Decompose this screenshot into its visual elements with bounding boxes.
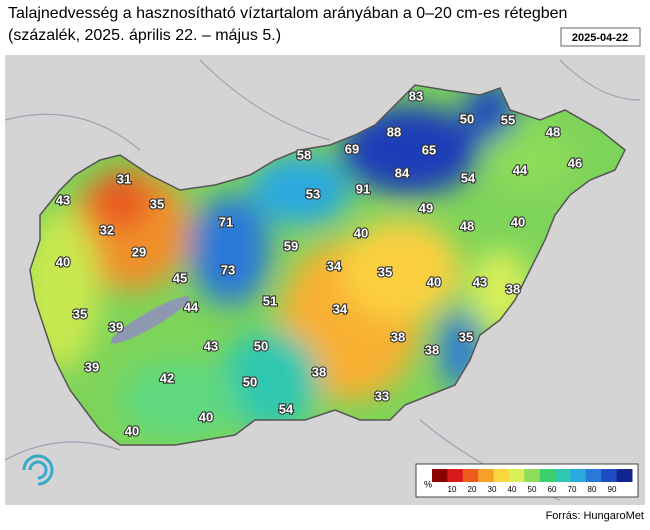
station-value: 43 (473, 274, 487, 289)
station-value: 65 (422, 142, 436, 157)
station-value: 54 (279, 401, 294, 416)
station-value: 42 (160, 370, 174, 385)
station-value: 38 (425, 342, 439, 357)
station-value: 35 (150, 196, 164, 211)
station-value: 50 (243, 374, 257, 389)
station-value: 43 (204, 338, 218, 353)
station-value: 84 (395, 165, 410, 180)
legend-swatch (601, 469, 618, 482)
station-value: 29 (132, 244, 146, 259)
station-value: 38 (391, 329, 405, 344)
station-value: 32 (100, 222, 114, 237)
station-value: 53 (306, 186, 320, 201)
legend-tick-label: 10 (448, 485, 457, 494)
station-value: 40 (427, 274, 441, 289)
station-value: 31 (117, 171, 131, 186)
station-value: 48 (546, 124, 560, 139)
subtitle: (százalék, 2025. április 22. – május 5.) (8, 27, 281, 44)
station-value: 44 (513, 162, 528, 177)
station-value: 50 (460, 111, 474, 126)
legend-swatch (539, 469, 556, 482)
station-value: 40 (511, 214, 525, 229)
station-value: 39 (85, 359, 99, 374)
date: 2025-04-22 (572, 32, 628, 44)
station-value: 35 (378, 264, 392, 279)
legend-tick-label: 60 (548, 485, 557, 494)
legend-swatch (432, 469, 448, 482)
station-value: 38 (312, 364, 326, 379)
station-value: 54 (461, 170, 476, 185)
legend-tick-label: 70 (568, 485, 577, 494)
station-value: 58 (297, 147, 311, 162)
station-value: 69 (345, 141, 359, 156)
station-value: 44 (184, 299, 199, 314)
station-value: 83 (409, 88, 423, 103)
station-value: 33 (375, 388, 389, 403)
station-value: 40 (56, 254, 70, 269)
legend-swatch (478, 469, 495, 482)
station-value: 71 (219, 214, 233, 229)
legend-swatch (616, 469, 633, 482)
rivers (4, 59, 641, 501)
station-value: 73 (221, 262, 235, 277)
station-value: 40 (199, 409, 213, 424)
station-value: 48 (460, 218, 474, 233)
station-value: 49 (419, 200, 433, 215)
station-value: 55 (501, 112, 515, 127)
station-value: 35 (459, 329, 473, 344)
legend-tick-label: 30 (488, 485, 497, 494)
legend-tick-label: 80 (588, 485, 597, 494)
station-value: 91 (356, 181, 370, 196)
legend-tick-label: 20 (468, 485, 477, 494)
station-value: 50 (254, 338, 268, 353)
station-value: 46 (568, 155, 582, 170)
legend-swatch (508, 469, 525, 482)
date-badge (560, 27, 641, 47)
legend-swatch (524, 469, 541, 482)
station-value: 51 (263, 293, 277, 308)
legend-swatch (447, 469, 464, 482)
station-value: 39 (109, 319, 123, 334)
legend-swatch (462, 469, 479, 482)
station-value: 59 (284, 238, 298, 253)
station-value: 40 (354, 225, 368, 240)
logo (22, 454, 54, 486)
legend-tick-label: 40 (508, 485, 517, 494)
moisture-field (30, 85, 625, 445)
legend-swatch (493, 469, 510, 482)
station-value: 34 (327, 258, 342, 273)
station-value: 88 (387, 124, 401, 139)
station-value: 35 (73, 306, 87, 321)
legend-swatch (585, 469, 602, 482)
source: Forrás: HungaroMet (546, 510, 644, 522)
lake-balaton (110, 296, 190, 344)
station-value: 38 (506, 281, 520, 296)
station-value: 45 (173, 270, 187, 285)
station-value: 43 (56, 192, 70, 207)
legend-swatch (570, 469, 587, 482)
legend-tick-label: 50 (528, 485, 537, 494)
legend-unit: % (424, 479, 432, 489)
title: Talajnedvesség a hasznosítható víztartal… (8, 5, 567, 22)
station-value: 40 (125, 423, 139, 438)
legend-tick-label: 90 (608, 485, 617, 494)
station-value: 34 (333, 301, 348, 316)
legend-swatch (555, 469, 571, 482)
